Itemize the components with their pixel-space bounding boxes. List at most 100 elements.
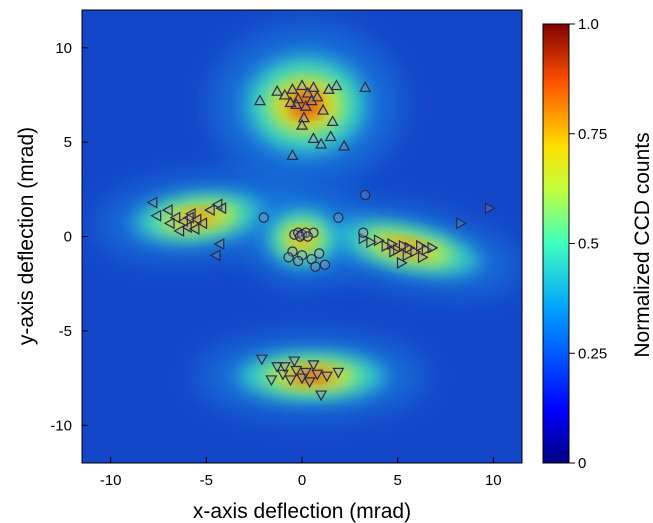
x-tick-label: -5 xyxy=(200,472,213,489)
series-triangle-right xyxy=(358,202,496,269)
colorbar-gradient xyxy=(542,23,570,464)
marker-triangle-down xyxy=(271,362,284,373)
marker-triangle-left xyxy=(215,202,227,215)
marker-circle xyxy=(292,255,304,267)
marker-triangle-up xyxy=(317,103,330,115)
marker-triangle-right xyxy=(410,245,422,258)
marker-triangle-left xyxy=(209,249,221,262)
marker-triangle-up xyxy=(324,130,337,142)
marker-triangle-up xyxy=(305,94,318,106)
x-tick-label: -10 xyxy=(100,472,122,489)
marker-circle xyxy=(294,231,306,242)
marker-triangle-right xyxy=(421,243,433,256)
marker-circle xyxy=(308,227,319,238)
marker-circle xyxy=(287,246,298,257)
y-tick-label: 5 xyxy=(64,134,72,151)
series-triangle-left xyxy=(146,196,227,262)
marker-triangle-down xyxy=(255,354,268,366)
colorbar-tick-label: 0 xyxy=(578,455,586,472)
marker-triangle-left xyxy=(182,211,194,224)
marker-triangle-up xyxy=(297,111,310,123)
colorbar: 0 0.25 0.5 0.75 1.0 Normalized CCD counts xyxy=(542,16,653,472)
marker-circle xyxy=(283,252,294,263)
marker-triangle-left xyxy=(213,238,225,251)
marker-circle xyxy=(296,250,308,261)
marker-triangle-left xyxy=(146,196,158,209)
colorbar-tick-label: 0.25 xyxy=(578,345,607,362)
marker-triangle-up xyxy=(286,149,299,160)
marker-triangle-right xyxy=(427,241,439,254)
marker-triangle-right xyxy=(417,251,429,264)
colorbar-ticks: 0 0.25 0.5 0.75 1.0 xyxy=(569,16,607,472)
marker-triangle-up xyxy=(284,96,297,108)
marker-triangle-up xyxy=(330,79,343,91)
marker-triangle-up xyxy=(271,84,284,96)
marker-circle xyxy=(302,231,313,242)
marker-triangle-down xyxy=(303,377,316,389)
marker-triangle-up xyxy=(299,100,312,111)
marker-triangle-right xyxy=(402,249,414,262)
marker-triangle-down xyxy=(315,390,328,402)
y-tick-label: 10 xyxy=(55,40,72,57)
marker-triangle-up xyxy=(359,81,372,92)
colorbar-tick-label: 1.0 xyxy=(578,16,599,33)
series-triangle-up xyxy=(253,79,372,160)
marker-triangle-left xyxy=(163,217,175,230)
marker-triangle-up xyxy=(253,94,266,106)
marker-triangle-right xyxy=(416,239,427,252)
marker-triangle-down xyxy=(299,367,312,379)
x-tick-label: 5 xyxy=(393,472,401,489)
marker-circle xyxy=(358,227,369,238)
marker-triangle-left xyxy=(196,217,208,230)
marker-triangle-left xyxy=(180,221,192,234)
marker-circle xyxy=(310,261,321,272)
marker-triangle-up xyxy=(295,79,309,91)
marker-triangle-right xyxy=(456,217,468,230)
y-tick-label: -5 xyxy=(59,323,72,340)
marker-triangle-right xyxy=(404,241,416,254)
marker-triangle-left xyxy=(203,204,215,217)
marker-layer xyxy=(146,79,496,402)
marker-triangle-down xyxy=(288,356,301,368)
marker-triangle-up xyxy=(301,86,314,98)
series-triangle-down xyxy=(255,354,345,402)
marker-circle xyxy=(359,189,371,201)
x-axis: -10 -5 0 5 10 xyxy=(100,457,502,489)
marker-triangle-down xyxy=(284,375,297,387)
marker-triangle-up xyxy=(338,139,351,151)
marker-triangle-up xyxy=(315,137,328,149)
marker-triangle-left xyxy=(150,209,162,222)
marker-triangle-right xyxy=(373,234,385,247)
y-axis-label: y-axis deflection (mrad) xyxy=(15,127,38,345)
marker-triangle-down xyxy=(311,369,324,381)
marker-triangle-left xyxy=(177,215,188,228)
marker-triangle-up xyxy=(295,118,309,130)
marker-circle xyxy=(333,212,344,223)
marker-triangle-down xyxy=(320,371,333,383)
marker-triangle-left xyxy=(188,222,200,235)
marker-triangle-down xyxy=(290,365,303,377)
marker-triangle-right xyxy=(381,239,393,252)
marker-triangle-left xyxy=(190,213,202,226)
y-tick-label: -10 xyxy=(50,417,72,434)
marker-triangle-up xyxy=(311,90,324,102)
marker-triangle-up xyxy=(307,81,320,92)
marker-triangle-right xyxy=(484,202,496,215)
marker-circle xyxy=(314,248,325,259)
marker-triangle-down xyxy=(307,360,320,372)
marker-circle xyxy=(319,259,331,271)
marker-triangle-left xyxy=(173,224,185,237)
lobe-bottom xyxy=(197,337,426,415)
marker-triangle-up xyxy=(307,132,320,143)
marker-triangle-left xyxy=(161,204,173,217)
marker-triangle-up xyxy=(278,88,291,100)
marker-triangle-down xyxy=(278,362,291,373)
x-tick-label: 10 xyxy=(485,472,502,489)
x-axis-label: x-axis deflection (mrad) xyxy=(193,500,411,523)
plot-area xyxy=(81,9,523,464)
y-tick-label: 0 xyxy=(64,229,72,246)
colorbar-label: Normalized CCD counts xyxy=(631,132,653,357)
marker-triangle-down xyxy=(332,367,345,379)
marker-triangle-down xyxy=(265,375,278,387)
